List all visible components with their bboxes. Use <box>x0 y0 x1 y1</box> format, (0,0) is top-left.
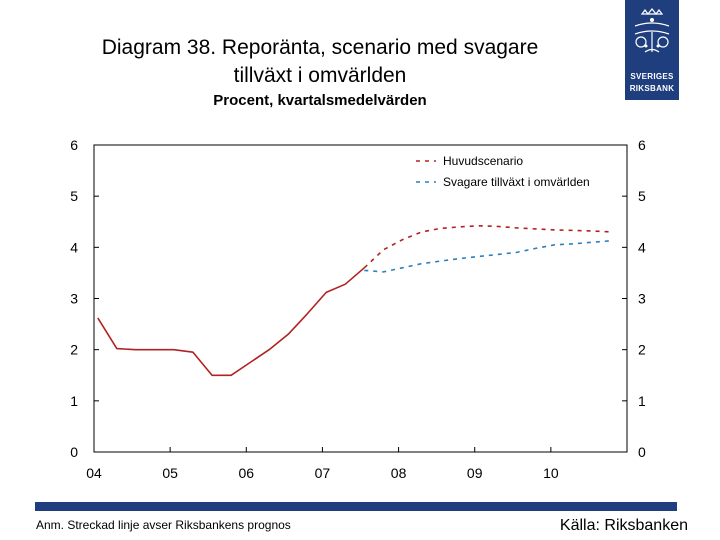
legend-label-2: Svagare tillväxt i omvärlden <box>443 175 590 189</box>
y-tick-label-right: 3 <box>638 291 646 307</box>
series-line-3 <box>364 239 612 273</box>
y-tick-label-left: 3 <box>70 291 78 307</box>
x-tick-label: 06 <box>238 465 254 481</box>
riksbank-crest-icon <box>634 8 670 53</box>
y-tick-label-right: 4 <box>638 239 646 255</box>
riksbank-logo: SVERIGES RIKSBANK <box>625 0 679 100</box>
x-tick-label: 09 <box>467 465 483 481</box>
source-label: Källa: Riksbanken <box>559 517 688 534</box>
legend-label-1: Huvudscenario <box>443 154 523 168</box>
y-tick-label-left: 5 <box>70 188 78 204</box>
x-tick-label: 10 <box>543 465 559 481</box>
x-tick-label: 05 <box>162 465 178 481</box>
y-tick-label-left: 1 <box>70 393 78 409</box>
logo-text-line1: SVERIGES <box>630 72 674 81</box>
logo-text-line2: RIKSBANK <box>629 84 675 93</box>
series-line-1 <box>97 267 365 377</box>
chart-title: Diagram 38. Reporänta, scenario med svag… <box>40 34 600 90</box>
chart-subtitle: Procent, kvartalsmedelvärden <box>213 92 427 109</box>
chart: 0 0 1 1 2 2 3 3 4 4 5 5 6 6 04 05 06 07 08 09 10 Huvudscenari… <box>70 137 646 481</box>
x-tick-label: 04 <box>86 465 102 481</box>
y-tick-label-right: 1 <box>638 393 646 409</box>
footer-bar <box>35 502 677 511</box>
chart-title-line1: Diagram 38. Reporänta, scenario med svag… <box>101 36 539 59</box>
chart-title-line2: tillväxt i omvärlden <box>233 64 407 87</box>
x-tick-label: 08 <box>391 465 407 481</box>
y-tick-label-right: 0 <box>638 444 646 460</box>
y-tick-label-right: 6 <box>638 137 646 153</box>
series-line-2 <box>363 225 612 269</box>
y-tick-label-left: 0 <box>70 444 78 460</box>
y-tick-label-left: 4 <box>70 239 78 255</box>
y-tick-label-left: 6 <box>70 137 78 153</box>
plot-area-frame <box>93 144 628 453</box>
y-tick-label-right: 2 <box>638 342 646 358</box>
x-tick-label: 07 <box>315 465 331 481</box>
footnote: Anm. Streckad linje avser Riksbankens pr… <box>36 518 291 532</box>
y-tick-label-right: 5 <box>638 188 646 204</box>
y-tick-label-left: 2 <box>70 342 78 358</box>
